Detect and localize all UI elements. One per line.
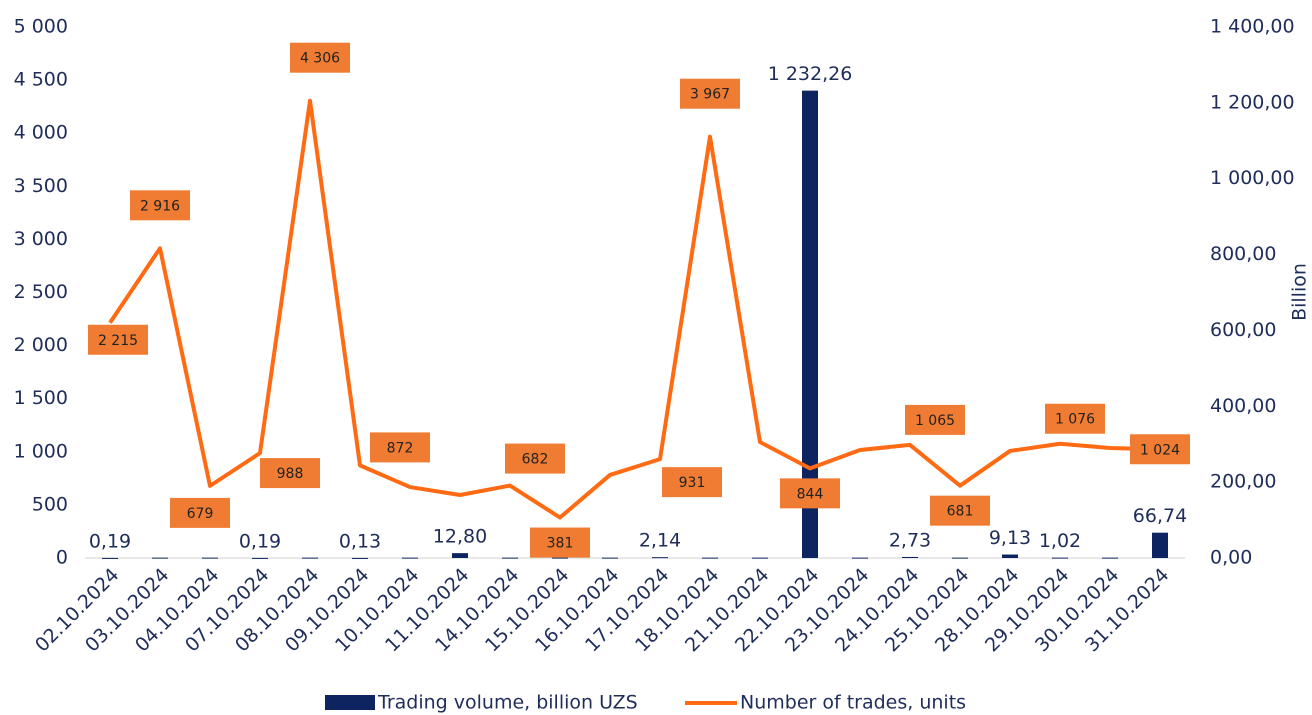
bar: [752, 557, 768, 559]
data-label-box: [905, 404, 965, 435]
bar-label: 2,73: [889, 529, 931, 551]
bar: [852, 557, 868, 559]
legend-label: Trading volume, billion UZS: [377, 692, 638, 714]
y2-tick-label: 1 400,00: [1210, 16, 1295, 38]
bar-label: 12,80: [433, 526, 487, 548]
data-label: 872: [387, 440, 414, 456]
y2-tick-label: 400,00: [1210, 395, 1276, 417]
bar: [552, 557, 568, 559]
data-label-box: [1045, 403, 1105, 434]
data-label-box: [260, 458, 320, 489]
bar-label: 9,13: [989, 527, 1031, 549]
bar-label: 0,13: [339, 530, 381, 552]
data-label: 1 076: [1055, 412, 1095, 428]
legend-swatch: [325, 695, 375, 710]
data-label-box: [530, 527, 590, 558]
bar: [152, 557, 168, 559]
data-label: 931: [679, 475, 706, 491]
data-label-box: [680, 78, 740, 109]
bar-label: 66,74: [1133, 505, 1187, 527]
y-tick-label: 4 000: [14, 122, 68, 144]
bar: [952, 557, 968, 559]
bar: [1002, 554, 1018, 558]
y2-tick-label: 1 000,00: [1210, 167, 1295, 189]
bar: [902, 556, 918, 558]
bar: [1152, 532, 1168, 558]
bar: [1052, 557, 1068, 559]
y-tick-label: 2 000: [14, 334, 68, 356]
y-tick-label: 1 500: [14, 387, 68, 409]
bar: [252, 557, 268, 559]
data-label-box: [88, 324, 148, 355]
data-label-box: [370, 432, 430, 463]
bar: [702, 557, 718, 559]
data-label-box: [170, 497, 230, 528]
data-label: 2 215: [98, 333, 138, 349]
y-tick-label: 4 500: [14, 69, 68, 91]
bar: [102, 557, 118, 559]
line: [108, 98, 1161, 520]
legend-label: Number of trades, units: [740, 692, 966, 714]
y2-tick-label: 0,00: [1210, 547, 1252, 569]
bar-label: 0,19: [239, 530, 281, 552]
bar-label: 0,19: [89, 530, 131, 552]
bar: [1102, 557, 1118, 559]
data-label-box: [780, 478, 840, 509]
bar: [402, 557, 418, 559]
bar: [352, 557, 368, 559]
data-label: 681: [947, 504, 974, 520]
data-label: 682: [522, 452, 549, 468]
bar: [602, 557, 618, 559]
data-label: 3 967: [690, 87, 730, 103]
y2-tick-label: 1 200,00: [1210, 91, 1295, 113]
bar: [652, 557, 668, 559]
data-label: 988: [277, 466, 304, 482]
y-tick-label: 2 500: [14, 281, 68, 303]
bar: [452, 553, 468, 558]
bar: [502, 557, 518, 559]
data-label-box: [130, 190, 190, 221]
y-tick-label: 500: [32, 493, 68, 515]
y2-tick-label: 800,00: [1210, 243, 1276, 265]
data-label: 679: [187, 506, 214, 522]
y2-tick-label: 600,00: [1210, 319, 1276, 341]
y-tick-label: 0: [56, 547, 68, 569]
bar: [802, 90, 818, 558]
data-label: 4 306: [300, 51, 340, 67]
data-label: 1 024: [1140, 442, 1180, 458]
bar: [302, 557, 318, 559]
y2-tick-label: 200,00: [1210, 471, 1276, 493]
data-label-box: [930, 495, 990, 526]
y-tick-label: 1 000: [14, 440, 68, 462]
bar-label: 1 232,26: [768, 63, 853, 85]
data-label-box: [505, 443, 565, 474]
y-tick-label: 3 000: [14, 228, 68, 250]
data-label-box: [662, 467, 722, 498]
bar: [202, 557, 218, 559]
data-label: 844: [797, 486, 824, 502]
data-label-box: [290, 42, 350, 73]
y-tick-label: 3 500: [14, 175, 68, 197]
bar-label: 1,02: [1039, 530, 1081, 552]
y2-axis-label: Billion: [1289, 263, 1311, 321]
y-tick-label: 5 000: [14, 16, 68, 38]
data-label-box: [1130, 434, 1190, 465]
data-label: 2 916: [140, 198, 180, 214]
data-label: 381: [547, 536, 574, 552]
bar-label: 2,14: [639, 530, 681, 552]
data-label: 1 065: [915, 413, 955, 429]
